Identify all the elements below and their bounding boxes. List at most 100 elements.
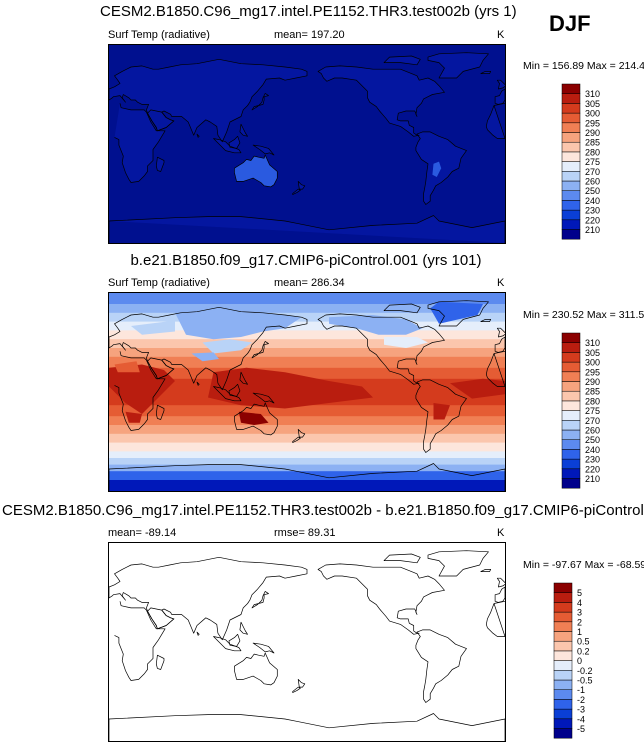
cold-region — [175, 308, 302, 340]
coastline-indonesia — [213, 138, 242, 154]
land-indonesia — [213, 138, 241, 153]
colorbar-box — [561, 132, 581, 143]
colorbar-box — [561, 468, 581, 479]
colorbar-box — [553, 602, 573, 613]
colorbar-tick-label: 250 — [585, 435, 600, 445]
colorbar-tick-label: -2 — [577, 695, 585, 705]
colorbar-tick-label: -0.5 — [577, 676, 593, 686]
coastline-n_america — [317, 65, 445, 137]
land-uk — [497, 80, 505, 89]
temperature-band — [109, 304, 505, 314]
land-borneo — [228, 136, 240, 149]
colorbar-tick-label: 260 — [585, 426, 600, 436]
colorbar-tick-label: 2 — [577, 617, 582, 627]
coastline-antarctica — [109, 463, 505, 491]
colorbar-box — [561, 429, 581, 440]
panel-2-variable: Surf Temp (radiative) — [108, 277, 210, 289]
coastline-nz — [297, 679, 306, 688]
colorbar-box — [561, 151, 581, 162]
temperature-band — [109, 339, 505, 349]
temperature-band — [109, 416, 505, 426]
colorbar-box — [553, 689, 573, 700]
panel-1-map — [108, 44, 506, 244]
land-greenland — [428, 52, 489, 78]
colorbar-box — [561, 420, 581, 431]
colorbar-box — [561, 439, 581, 450]
colorbar-box — [553, 611, 573, 623]
coastline-eurasia_w — [109, 306, 308, 391]
hot-region — [433, 403, 450, 420]
panel-3-units: K — [497, 527, 505, 539]
colorbar-box — [561, 122, 581, 133]
panel-1-colorbar: 210 220 230 240 250 260 270 275 280 285 290 295 300 3… — [561, 83, 622, 241]
panel-3-rmse: rmse= 89.31 — [274, 527, 336, 539]
coastline-borneo — [228, 633, 241, 647]
colorbar-tick-label: 5 — [577, 588, 582, 598]
colorbar-tick-label: -3 — [577, 705, 585, 715]
coastline-arabia_cover — [147, 357, 175, 380]
cold-region — [384, 337, 428, 348]
colorbar-tick-label: 0.5 — [577, 637, 590, 647]
coastline-indonesia — [213, 636, 242, 652]
coastline-africa — [114, 600, 505, 681]
colorbar-tick-label: -1 — [577, 685, 585, 695]
temperature-band — [109, 312, 505, 323]
colorbar-box — [561, 449, 581, 460]
coastline-srilanka — [196, 631, 200, 636]
colorbar-tick-label: 290 — [585, 128, 600, 138]
colorbar-tick-label: 210 — [585, 474, 600, 484]
land-arabia_cover — [147, 109, 174, 131]
panel-1-minmax: Min = 156.89 Max = 214.44 — [523, 60, 644, 72]
land-layer — [109, 52, 505, 243]
coastline-s_america — [415, 629, 467, 703]
colorbar-tick-label: 310 — [585, 338, 600, 348]
colorbar-tick-label: 230 — [585, 206, 600, 216]
temperature-band — [109, 405, 505, 417]
warm-region — [109, 364, 175, 414]
coastline-iceland — [480, 71, 492, 74]
land-antarctica — [109, 215, 505, 243]
hot-region — [238, 411, 269, 425]
land-madagascar — [156, 157, 164, 172]
coastline-srilanka — [196, 133, 200, 138]
hot-land-layer — [114, 361, 450, 425]
colorbar-box — [561, 478, 581, 489]
panel-3-map-svg — [109, 543, 505, 741]
coastline-greenland — [427, 550, 489, 577]
coastline-srilanka — [196, 381, 200, 386]
coastline-borneo — [228, 135, 241, 149]
temperature-band — [109, 367, 505, 380]
colorbar-box — [561, 209, 581, 221]
panel-3-minmax: Min = -97.67 Max = -68.59 — [523, 559, 644, 571]
coastline-australia — [234, 652, 278, 686]
hot-region — [125, 411, 142, 423]
colorbar-tick-label: 260 — [585, 177, 600, 187]
land-nz2 — [292, 189, 301, 195]
colorbar-tick-label: 275 — [585, 406, 600, 416]
colorbar-box — [561, 342, 581, 353]
coastline-arctic_isl — [383, 303, 421, 314]
coastline-iceland — [480, 569, 492, 572]
colorbar-box — [553, 621, 573, 632]
colorbar-box — [561, 171, 581, 182]
colorbar-box — [561, 200, 581, 211]
coastline-madagascar — [155, 654, 165, 670]
temperature-band — [109, 442, 505, 452]
colorbar-tick-label: 305 — [585, 99, 600, 109]
colorbar-tick-label: 230 — [585, 455, 600, 465]
colorbar-tick-label: 300 — [585, 358, 600, 368]
coastline-nz2 — [292, 686, 301, 693]
coastline-s_america — [415, 131, 467, 205]
colorbar-tick-label: 275 — [585, 157, 600, 167]
colorbar-box — [553, 640, 573, 652]
colorbar-box — [561, 332, 581, 343]
coastline-newguinea — [252, 392, 275, 404]
panel-2-colorbar-svg: 2102202302402502602702752802852902953003… — [561, 332, 600, 489]
season-label: DJF — [549, 11, 591, 36]
colorbar-box — [561, 361, 581, 373]
coastline-arabia_cover — [147, 607, 175, 630]
panel-1-title: CESM2.B1850.C96_mg17.intel.PE1152.THR3.t… — [100, 3, 517, 20]
land-n_america — [318, 65, 445, 137]
temperature-band — [109, 433, 505, 444]
colorbar-tick-label: 270 — [585, 167, 600, 177]
